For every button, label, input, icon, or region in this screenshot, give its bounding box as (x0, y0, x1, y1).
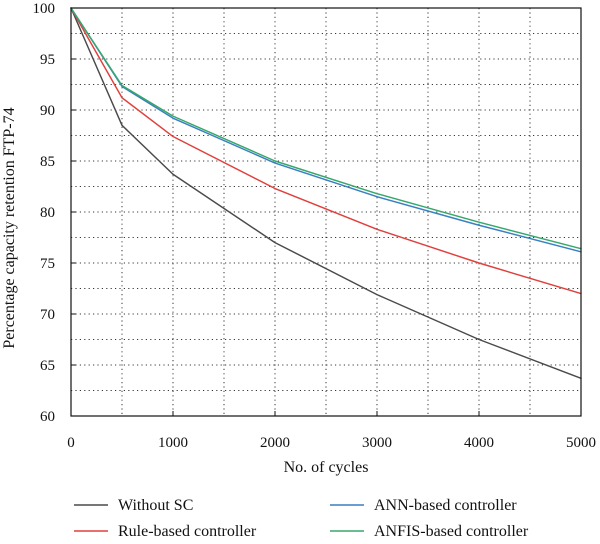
series-line-2 (70, 7, 582, 295)
legend: Without SC Rule-based controller ANN-based… (74, 497, 529, 540)
grid-layer (71, 8, 581, 416)
x-tick-label: 3000 (362, 435, 392, 451)
series-line-1 (70, 7, 582, 379)
x-tick-label: 2000 (260, 435, 290, 451)
series-line-3 (70, 7, 582, 253)
legend-label-4: ANFIS-based controller (374, 523, 529, 540)
y-tick-label: 90 (40, 103, 55, 119)
y-tick-label: 80 (40, 205, 55, 221)
y-tick-label: 95 (40, 52, 55, 68)
legend-label-3: ANN-based controller (374, 497, 517, 514)
series-layer (70, 7, 582, 379)
legend-label-1: Without SC (118, 497, 193, 514)
x-axis-label: No. of cycles (284, 459, 369, 476)
x-tick-label: 1000 (158, 435, 188, 451)
y-axis-label: Percentage capacity retention FTP-74 (1, 107, 18, 348)
y-tick-label: 100 (33, 1, 56, 17)
y-tick-label: 65 (40, 358, 55, 374)
series-line-4 (70, 7, 582, 250)
labels-layer: 0 1000 2000 3000 4000 5000 60 65 70 75 80 85 90 95 100… (1, 1, 596, 476)
y-tick-label: 75 (40, 256, 55, 272)
x-tick-label: 4000 (464, 435, 494, 451)
y-tick-label: 60 (40, 409, 55, 425)
y-tick-label: 85 (40, 154, 55, 170)
x-tick-label: 5000 (566, 435, 596, 451)
y-tick-label: 70 (40, 307, 55, 323)
plot-frame (70, 7, 582, 417)
legend-label-2: Rule-based controller (118, 523, 257, 540)
axis-layer (70, 7, 582, 417)
x-tick-label: 0 (67, 435, 75, 451)
